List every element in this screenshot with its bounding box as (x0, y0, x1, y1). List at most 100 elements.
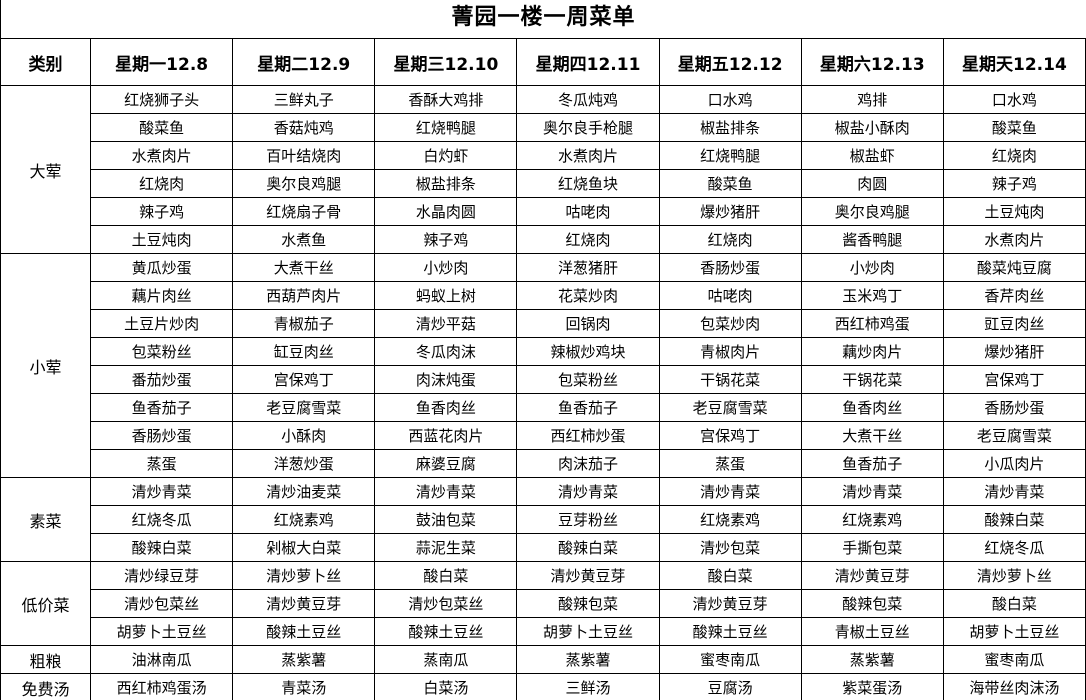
dish-cell: 蚂蚁上树 (374, 281, 518, 310)
dish-cell: 玉米鸡丁 (800, 281, 944, 310)
menu-row: 土豆炖肉 水煮鱼 辣子鸡 红烧肉 红烧肉 酱香鸭腿 水煮肉片 (1, 225, 1086, 254)
dish-cell: 酸辣白菜 (90, 533, 234, 562)
dish-cell: 包菜粉丝 (516, 365, 660, 394)
dish-cell: 西红柿鸡蛋 (800, 309, 944, 338)
menu-row: 鱼香茄子 老豆腐雪菜 鱼香肉丝 鱼香茄子 老豆腐雪菜 鱼香肉丝 香肠炒蛋 (1, 393, 1086, 422)
dish-cell: 红烧鸭腿 (658, 141, 802, 170)
dish-cell: 清炒萝卜丝 (942, 561, 1086, 590)
dish-cell: 香肠炒蛋 (90, 421, 234, 450)
dish-cell: 清炒青菜 (516, 477, 660, 506)
menu-row: 红烧冬瓜 红烧素鸡 鼓油包菜 豆芽粉丝 红烧素鸡 红烧素鸡 酸辣白菜 (1, 505, 1086, 534)
dish-cell: 口水鸡 (942, 85, 1086, 114)
dish-cell: 黄瓜炒蛋 (90, 253, 234, 282)
dish-cell: 西红柿炒蛋 (516, 421, 660, 450)
day-header-wednesday: 星期三12.10 (374, 38, 518, 86)
dish-cell: 小瓜肉片 (942, 449, 1086, 478)
dish-cell: 蒸紫薯 (800, 645, 944, 674)
dish-cell: 红烧素鸡 (232, 505, 376, 534)
menu-row: 胡萝卜土豆丝 酸辣土豆丝 酸辣土豆丝 胡萝卜土豆丝 酸辣土豆丝 青椒土豆丝 胡萝卜土豆丝 (1, 617, 1086, 646)
dish-cell: 椒盐排条 (374, 169, 518, 198)
dish-cell: 蜜枣南瓜 (942, 645, 1086, 674)
dish-cell: 胡萝卜土豆丝 (90, 617, 234, 646)
dish-cell: 三鲜汤 (516, 673, 660, 700)
dish-cell: 西蓝花肉片 (374, 421, 518, 450)
dish-cell: 红烧肉 (658, 225, 802, 254)
dish-cell: 酸白菜 (658, 561, 802, 590)
category-cell: 小荤 (0, 253, 92, 478)
dish-cell: 清炒平菇 (374, 309, 518, 338)
dish-cell: 豆腐汤 (658, 673, 802, 700)
dish-cell: 鱼香肉丝 (374, 393, 518, 422)
dish-cell: 青菜汤 (232, 673, 376, 700)
dish-cell: 香芹肉丝 (942, 281, 1086, 310)
category-cell: 免费汤 (0, 673, 92, 700)
dish-cell: 酸辣包菜 (516, 589, 660, 618)
dish-cell: 青椒土豆丝 (800, 617, 944, 646)
dish-cell: 清炒黄豆芽 (232, 589, 376, 618)
dish-cell: 清炒青菜 (374, 477, 518, 506)
dish-cell: 胡萝卜土豆丝 (942, 617, 1086, 646)
dish-cell: 奥尔良手枪腿 (516, 113, 660, 142)
category-cell: 大荤 (0, 85, 92, 254)
dish-cell: 酸菜鱼 (658, 169, 802, 198)
dish-cell: 酸辣土豆丝 (374, 617, 518, 646)
menu-row: 水煮肉片 百叶结烧肉 白灼虾 水煮肉片 红烧鸭腿 椒盐虾 红烧肉 (1, 141, 1086, 170)
dish-cell: 水煮鱼 (232, 225, 376, 254)
dish-cell: 鱼香茄子 (516, 393, 660, 422)
dish-cell: 红烧冬瓜 (942, 533, 1086, 562)
menu-row: 酸菜鱼 香菇炖鸡 红烧鸭腿 奥尔良手枪腿 椒盐排条 椒盐小酥肉 酸菜鱼 (1, 113, 1086, 142)
dish-cell: 酸辣土豆丝 (658, 617, 802, 646)
dish-cell: 香菇炖鸡 (232, 113, 376, 142)
dish-cell: 包菜炒肉 (658, 309, 802, 338)
dish-cell: 椒盐小酥肉 (800, 113, 944, 142)
dish-cell: 酸辣土豆丝 (232, 617, 376, 646)
day-header-tuesday: 星期二12.9 (232, 38, 376, 86)
dish-cell: 红烧狮子头 (90, 85, 234, 114)
menu-row: 香肠炒蛋 小酥肉 西蓝花肉片 西红柿炒蛋 宫保鸡丁 大煮干丝 老豆腐雪菜 (1, 421, 1086, 450)
dish-cell: 老豆腐雪菜 (232, 393, 376, 422)
dish-cell: 水晶肉圆 (374, 197, 518, 226)
dish-cell: 鱼香茄子 (90, 393, 234, 422)
day-header-monday: 星期一12.8 (90, 38, 234, 86)
dish-cell: 豇豆肉丝 (942, 309, 1086, 338)
dish-cell: 海带丝肉沫汤 (942, 673, 1086, 700)
dish-cell: 清炒包菜丝 (374, 589, 518, 618)
dish-cell: 西葫芦肉片 (232, 281, 376, 310)
menu-row: 番茄炒蛋 宫保鸡丁 肉沫炖蛋 包菜粉丝 干锅花菜 干锅花菜 宫保鸡丁 (1, 365, 1086, 394)
dish-cell: 紫菜蛋汤 (800, 673, 944, 700)
dish-cell: 清炒青菜 (800, 477, 944, 506)
menu-row: 低价菜 清炒绿豆芽 清炒萝卜丝 酸白菜 清炒黄豆芽 酸白菜 清炒黄豆芽 清炒萝卜丝 (0, 561, 1086, 646)
dish-cell: 西红柿鸡蛋汤 (90, 673, 234, 700)
dish-cell: 宫保鸡丁 (658, 421, 802, 450)
dish-cell: 椒盐虾 (800, 141, 944, 170)
menu-row: 大荤 红烧狮子头 三鲜丸子 香酥大鸡排 冬瓜炖鸡 口水鸡 鸡排 口水鸡 (0, 85, 1086, 254)
dish-cell: 红烧冬瓜 (90, 505, 234, 534)
menu-row: 酸辣白菜 剁椒大白菜 蒜泥生菜 酸辣白菜 清炒包菜 手撕包菜 红烧冬瓜 (1, 533, 1086, 562)
dish-cell: 酸菜炖豆腐 (942, 253, 1086, 282)
dish-cell: 红烧扇子骨 (232, 197, 376, 226)
dish-cell: 清炒黄豆芽 (516, 561, 660, 590)
dish-cell: 肉沫炖蛋 (374, 365, 518, 394)
menu-row: 包菜粉丝 缸豆肉丝 冬瓜肉沫 辣椒炒鸡块 青椒肉片 藕炒肉片 爆炒猪肝 (1, 337, 1086, 366)
dish-cell: 椒盐排条 (658, 113, 802, 142)
category-cell: 粗粮 (0, 645, 92, 674)
menu-row: 粗粮 油淋南瓜 蒸紫薯 蒸南瓜 蒸紫薯 蜜枣南瓜 蒸紫薯 蜜枣南瓜 (0, 645, 1086, 674)
dish-cell: 清炒包菜 (658, 533, 802, 562)
dish-cell: 清炒青菜 (658, 477, 802, 506)
weekly-menu-table: 类别 星期一12.8 星期二12.9 星期三12.10 星期四12.11 星期五… (0, 38, 1086, 700)
dish-cell: 辣子鸡 (942, 169, 1086, 198)
dish-cell: 清炒油麦菜 (232, 477, 376, 506)
dish-cell: 酱香鸭腿 (800, 225, 944, 254)
dish-cell: 奥尔良鸡腿 (232, 169, 376, 198)
menu-row: 免费汤 西红柿鸡蛋汤 青菜汤 白菜汤 三鲜汤 豆腐汤 紫菜蛋汤 海带丝肉沫汤 (0, 673, 1086, 700)
dish-cell: 水煮肉片 (90, 141, 234, 170)
dish-cell: 老豆腐雪菜 (942, 421, 1086, 450)
dish-cell: 清炒青菜 (90, 477, 234, 506)
dish-cell: 红烧肉 (942, 141, 1086, 170)
menu-row: 素菜 清炒青菜 清炒油麦菜 清炒青菜 清炒青菜 清炒青菜 清炒青菜 清炒青菜 (0, 477, 1086, 562)
header-row: 类别 星期一12.8 星期二12.9 星期三12.10 星期四12.11 星期五… (0, 38, 1086, 86)
dish-cell: 麻婆豆腐 (374, 449, 518, 478)
dish-cell: 酸白菜 (942, 589, 1086, 618)
dish-cell: 辣子鸡 (90, 197, 234, 226)
dish-cell: 水煮肉片 (516, 141, 660, 170)
